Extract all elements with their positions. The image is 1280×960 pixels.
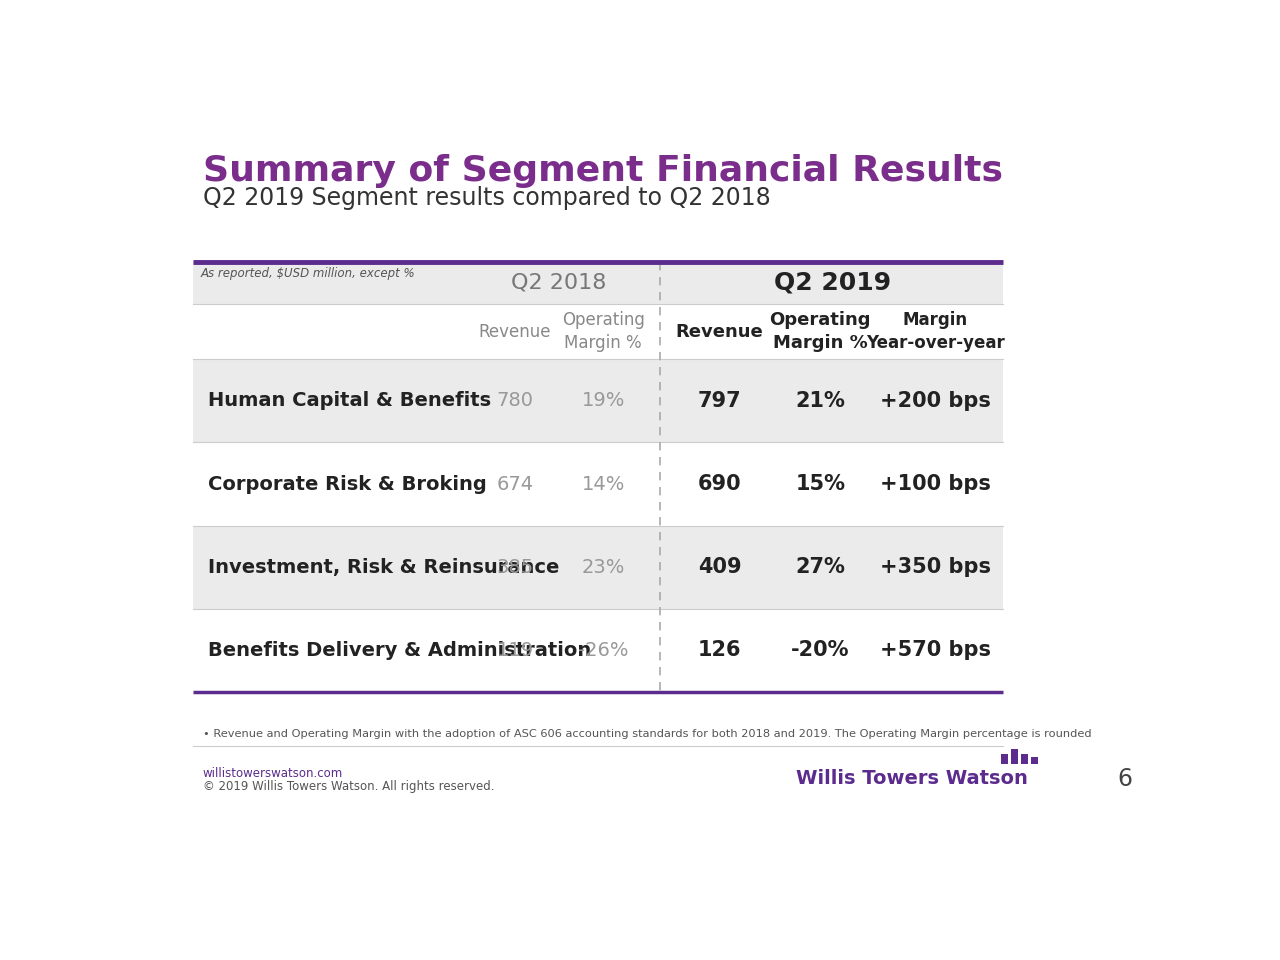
Text: 385: 385: [497, 558, 534, 577]
Text: 780: 780: [497, 392, 534, 410]
Text: +570 bps: +570 bps: [879, 640, 991, 660]
Text: Investment, Risk & Reinsurance: Investment, Risk & Reinsurance: [209, 558, 559, 577]
Text: Operating
Margin %: Operating Margin %: [769, 311, 872, 352]
Bar: [192, 304, 1004, 359]
Text: 15%: 15%: [795, 474, 845, 494]
Text: © 2019 Willis Towers Watson. All rights reserved.: © 2019 Willis Towers Watson. All rights …: [202, 780, 494, 793]
Text: 119: 119: [497, 641, 534, 660]
Text: willistowerswatson.com: willistowerswatson.com: [202, 767, 343, 780]
Bar: [1001, 754, 1007, 764]
Bar: [1032, 756, 1038, 764]
Bar: [192, 609, 1004, 692]
Text: 409: 409: [698, 557, 741, 577]
Text: +350 bps: +350 bps: [879, 557, 991, 577]
Bar: [192, 443, 1004, 526]
Text: 6: 6: [1117, 767, 1132, 791]
Text: Operating
Margin %: Operating Margin %: [562, 311, 645, 352]
Text: 797: 797: [698, 391, 741, 411]
Bar: [192, 359, 1004, 443]
Text: Q2 2019 Segment results compared to Q2 2018: Q2 2019 Segment results compared to Q2 2…: [202, 186, 771, 210]
Text: As reported, $USD million, except %: As reported, $USD million, except %: [200, 267, 415, 280]
Text: • Revenue and Operating Margin with the adoption of ASC 606 accounting standards: • Revenue and Operating Margin with the …: [202, 729, 1092, 739]
Text: +100 bps: +100 bps: [879, 474, 991, 494]
Text: 14%: 14%: [581, 474, 625, 493]
Text: Human Capital & Benefits: Human Capital & Benefits: [209, 392, 492, 410]
Bar: [1021, 754, 1028, 764]
Bar: [192, 526, 1004, 609]
Text: 126: 126: [698, 640, 741, 660]
Text: 19%: 19%: [581, 392, 625, 410]
Text: 674: 674: [497, 474, 534, 493]
Text: Willis Towers Watson: Willis Towers Watson: [795, 769, 1028, 788]
Text: Q2 2019: Q2 2019: [774, 271, 891, 295]
Text: -20%: -20%: [791, 640, 850, 660]
Text: 23%: 23%: [581, 558, 625, 577]
Text: 690: 690: [698, 474, 741, 494]
Text: -26%: -26%: [579, 641, 628, 660]
Text: Revenue: Revenue: [676, 323, 763, 341]
Text: +200 bps: +200 bps: [879, 391, 991, 411]
Text: Margin
Year-over-year: Margin Year-over-year: [865, 311, 1005, 352]
Bar: [1011, 749, 1018, 764]
Text: Q2 2018: Q2 2018: [512, 273, 607, 293]
Text: Summary of Segment Financial Results: Summary of Segment Financial Results: [202, 154, 1002, 188]
Text: Benefits Delivery & Administration: Benefits Delivery & Administration: [209, 641, 591, 660]
Text: Revenue: Revenue: [479, 323, 552, 341]
Text: 21%: 21%: [795, 391, 845, 411]
Bar: [192, 261, 1004, 304]
Text: Corporate Risk & Broking: Corporate Risk & Broking: [209, 474, 486, 493]
Text: 27%: 27%: [795, 557, 845, 577]
